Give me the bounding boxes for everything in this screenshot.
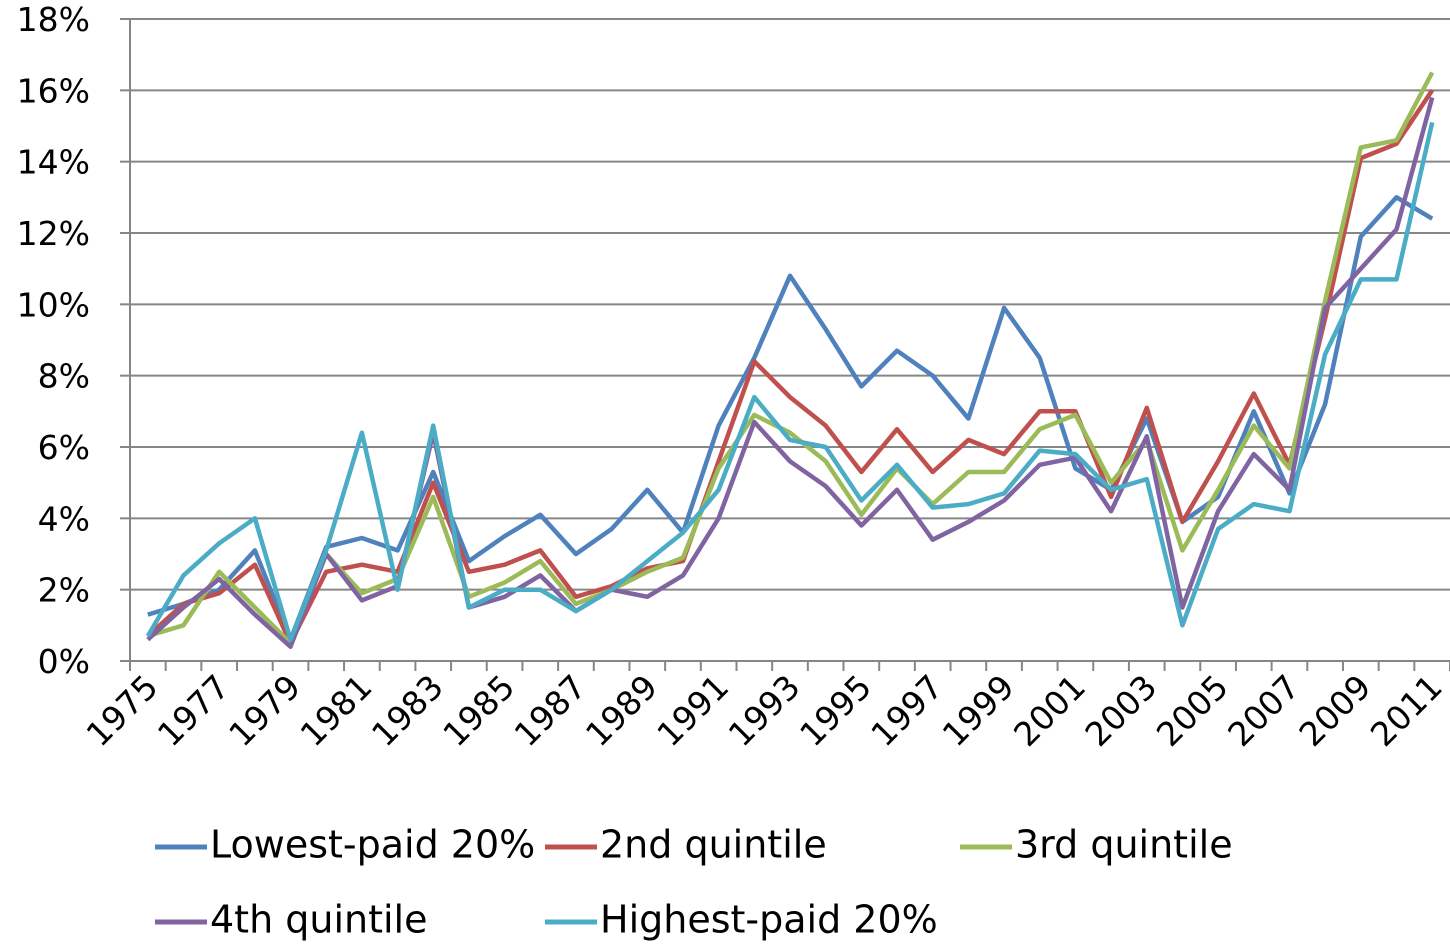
series-line bbox=[147, 71, 1435, 646]
y-tick-label: 0% bbox=[38, 642, 90, 681]
legend-label: Highest-paid 20% bbox=[600, 898, 938, 942]
y-tick-label: 10% bbox=[17, 285, 90, 324]
legend-label: Lowest-paid 20% bbox=[210, 823, 535, 867]
x-tick-label: 1993 bbox=[721, 667, 808, 754]
x-tick-label: 2003 bbox=[1077, 667, 1164, 754]
y-tick-label: 6% bbox=[38, 428, 90, 467]
x-tick-label: 2009 bbox=[1292, 667, 1379, 754]
x-tick-label: 1991 bbox=[649, 667, 736, 754]
y-tick-label: 14% bbox=[17, 143, 90, 182]
series-line bbox=[147, 195, 1434, 642]
x-tick-label: 1981 bbox=[293, 667, 380, 754]
y-tick-label: 12% bbox=[17, 214, 90, 253]
x-tick-label: 2001 bbox=[1006, 667, 1093, 754]
y-tick-label: 18% bbox=[17, 0, 90, 39]
series-line bbox=[145, 121, 1435, 642]
x-tick-label: 2011 bbox=[1363, 667, 1450, 754]
x-tick-label: 2005 bbox=[1149, 667, 1236, 754]
x-tick-label: 1983 bbox=[364, 667, 451, 754]
series-line bbox=[146, 89, 1435, 646]
legend-label: 4th quintile bbox=[210, 898, 427, 942]
x-tick-label: 1977 bbox=[150, 667, 237, 754]
y-tick-label: 4% bbox=[38, 499, 90, 538]
x-tick-label: 1987 bbox=[507, 667, 594, 754]
x-tick-label: 1985 bbox=[435, 667, 522, 754]
x-tick-label: 1975 bbox=[79, 667, 166, 754]
x-tick-label: 1999 bbox=[935, 667, 1022, 754]
y-tick-label: 16% bbox=[17, 71, 90, 110]
legend-label: 3rd quintile bbox=[1015, 823, 1233, 867]
x-tick-label: 1995 bbox=[792, 667, 879, 754]
x-tick-label: 1997 bbox=[863, 667, 950, 754]
legend-label: 2nd quintile bbox=[600, 823, 827, 867]
x-tick-label: 2007 bbox=[1220, 667, 1307, 754]
series-line bbox=[146, 96, 1435, 649]
x-tick-label: 1989 bbox=[578, 667, 665, 754]
y-tick-label: 2% bbox=[38, 571, 90, 610]
x-tick-label: 1979 bbox=[221, 667, 308, 754]
y-tick-label: 8% bbox=[38, 357, 90, 396]
